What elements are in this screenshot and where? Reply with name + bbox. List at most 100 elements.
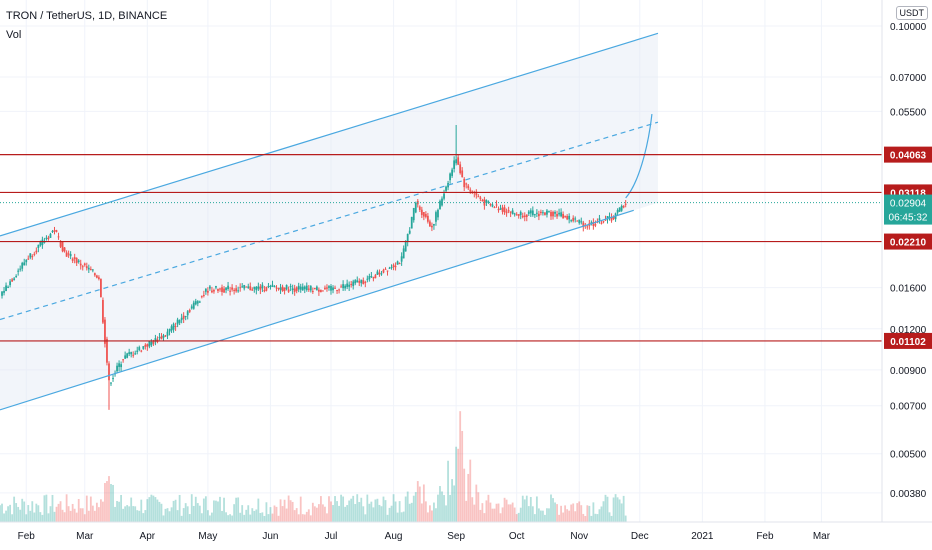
volume-bar <box>426 512 429 522</box>
candle-body <box>309 286 312 291</box>
candle-body <box>251 289 254 291</box>
level-price-label: 0.03118 <box>890 188 926 199</box>
candle-body <box>380 273 383 275</box>
volume-bar <box>283 499 286 522</box>
candle-body <box>31 256 34 258</box>
candle-body <box>521 215 524 218</box>
volume-bar <box>562 512 565 522</box>
candle-body <box>172 323 175 330</box>
y-tick-label: 0.00900 <box>890 366 927 377</box>
volume-bar <box>124 506 127 522</box>
candle-body <box>61 241 64 252</box>
candle-body <box>95 275 98 278</box>
volume-bar <box>406 491 409 522</box>
candle-body <box>408 230 411 234</box>
candle-body <box>527 211 530 214</box>
volume-bar <box>437 494 439 522</box>
candle-body <box>330 286 332 291</box>
volume-bar <box>328 496 330 522</box>
candle-body <box>122 359 125 361</box>
candle-body <box>501 207 504 212</box>
candle-body <box>424 214 427 217</box>
level-price-label: 0.01102 <box>890 337 926 348</box>
candle-body <box>515 214 518 216</box>
candle-body <box>531 210 534 216</box>
volume-bar <box>245 509 248 522</box>
current-price-tag <box>884 194 932 225</box>
currency-label[interactable]: USDT <box>895 6 928 20</box>
candle-body <box>140 350 143 352</box>
volume-bar <box>578 501 581 522</box>
candle-body <box>580 221 583 223</box>
candle-body <box>162 335 165 338</box>
y-tick-label: 0.00700 <box>890 402 927 413</box>
candle-body <box>354 280 357 284</box>
volume-bar <box>431 510 433 522</box>
candle-body <box>582 222 585 228</box>
volume-bar <box>461 430 464 522</box>
candle-body <box>198 301 201 303</box>
candle-body <box>533 214 536 216</box>
volume-bar <box>253 510 256 522</box>
volume-bar <box>332 505 334 522</box>
volume-bar <box>503 497 506 522</box>
y-tick-label: 0.01200 <box>890 325 927 336</box>
volume-bar <box>114 506 116 522</box>
candle-body <box>106 338 108 363</box>
candle-body <box>396 261 399 265</box>
candle-body <box>289 286 292 288</box>
y-tick-label: 0.00500 <box>890 450 927 461</box>
volume-bar <box>29 510 32 522</box>
volume-bar <box>501 507 504 522</box>
volume-bar <box>463 468 466 522</box>
volume-bar <box>378 504 381 522</box>
volume-bar <box>95 502 98 522</box>
volume-bar <box>180 515 183 522</box>
volume-bar <box>255 509 258 522</box>
channel-middle-line <box>0 121 659 321</box>
volume-bar <box>126 505 129 522</box>
candle-body <box>552 211 554 217</box>
volume-bar <box>243 514 246 522</box>
volume-bar <box>239 512 242 522</box>
volume-bar <box>160 503 163 522</box>
volume-bar <box>382 496 385 522</box>
volume-bar <box>546 508 548 522</box>
candle-body <box>287 289 290 292</box>
volume-bar <box>118 501 120 522</box>
candle-body <box>550 211 552 217</box>
volume-bar <box>59 501 62 522</box>
candle-body <box>168 329 171 332</box>
volume-bar <box>128 506 131 522</box>
x-tick-label: May <box>198 531 217 542</box>
volume-bar <box>483 513 486 522</box>
y-tick-label: 0.00380 <box>890 489 927 500</box>
volume-bar <box>311 502 314 522</box>
candle-body <box>402 248 405 259</box>
volume-bar <box>154 497 157 522</box>
volume-bar <box>445 505 447 522</box>
candle-body <box>348 284 351 287</box>
candle-body <box>120 364 122 368</box>
volume-bar <box>505 499 508 522</box>
candle-body <box>301 286 304 291</box>
candle-body <box>394 266 397 268</box>
volume-bar <box>291 501 294 522</box>
volume-bar <box>576 503 579 522</box>
volume-bar <box>384 500 387 522</box>
volume-bar <box>364 514 367 522</box>
volume-bar <box>144 510 147 522</box>
candle-body <box>352 281 355 287</box>
candle-body <box>75 257 78 264</box>
volume-bar <box>279 499 282 522</box>
channel-upper-line <box>0 32 659 237</box>
candle-body <box>13 278 16 281</box>
candle-body <box>372 277 375 279</box>
volume-bar <box>285 508 288 522</box>
candle-body <box>77 260 80 263</box>
candle-body <box>291 288 294 290</box>
candle-body <box>265 286 268 291</box>
volume-bar <box>449 494 451 522</box>
candle-body <box>225 287 227 291</box>
